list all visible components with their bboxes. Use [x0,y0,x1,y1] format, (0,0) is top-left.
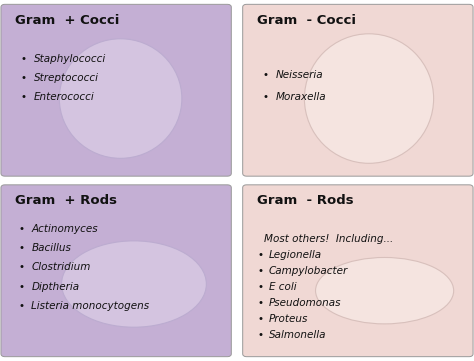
Text: •: • [18,301,24,311]
Text: •: • [20,54,27,64]
Text: Proteus: Proteus [269,314,308,324]
Text: Staphylococci: Staphylococci [34,54,106,64]
Text: •: • [18,243,24,253]
Text: •: • [18,262,24,273]
Text: •: • [257,249,264,260]
Text: Most others!  Including...: Most others! Including... [264,234,393,244]
Ellipse shape [59,39,182,158]
Text: •: • [20,73,27,83]
Text: Moraxella: Moraxella [275,92,326,102]
Text: •: • [18,282,24,292]
FancyBboxPatch shape [243,4,473,176]
Text: Listeria monocytogens: Listeria monocytogens [31,301,150,311]
Text: •: • [257,330,264,340]
Text: Actinomyces: Actinomyces [31,224,98,234]
Text: Legionella: Legionella [269,249,322,260]
Text: •: • [20,92,27,102]
Text: •: • [18,224,24,234]
Text: •: • [257,298,264,308]
Text: •: • [257,314,264,324]
Text: Clostridium: Clostridium [31,262,91,273]
Text: Gram  + Rods: Gram + Rods [15,194,117,207]
Text: Campylobacter: Campylobacter [269,266,348,276]
Ellipse shape [304,34,434,163]
Text: •: • [262,70,268,81]
Text: Gram  + Cocci: Gram + Cocci [15,14,119,27]
Text: Bacillus: Bacillus [31,243,72,253]
Text: Streptococci: Streptococci [34,73,99,83]
FancyBboxPatch shape [243,185,473,357]
Text: E coli: E coli [269,282,296,292]
Text: Diptheria: Diptheria [31,282,80,292]
Text: Salmonella: Salmonella [269,330,326,340]
Ellipse shape [62,241,206,327]
Ellipse shape [316,257,454,324]
Text: •: • [257,282,264,292]
Text: Enterococci: Enterococci [34,92,94,102]
FancyBboxPatch shape [1,185,231,357]
Text: Neisseria: Neisseria [275,70,323,81]
Text: •: • [257,266,264,276]
Text: Pseudomonas: Pseudomonas [269,298,341,308]
Text: •: • [262,92,268,102]
Text: Gram  - Rods: Gram - Rods [257,194,354,207]
FancyBboxPatch shape [1,4,231,176]
Text: Gram  - Cocci: Gram - Cocci [257,14,356,27]
